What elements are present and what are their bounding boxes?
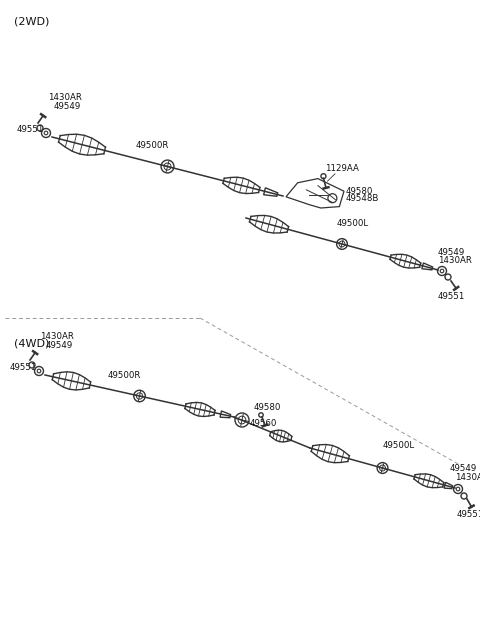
Text: 49580: 49580 <box>254 403 281 412</box>
Text: 49500R: 49500R <box>108 371 141 380</box>
Text: 49551: 49551 <box>457 510 480 519</box>
Text: 49549: 49549 <box>438 248 465 257</box>
Text: (4WD): (4WD) <box>14 338 49 348</box>
Text: (2WD): (2WD) <box>14 17 49 27</box>
Text: 49500L: 49500L <box>383 441 415 450</box>
Text: 49549: 49549 <box>54 102 81 111</box>
Text: 49551: 49551 <box>10 363 37 372</box>
Text: 1430AR: 1430AR <box>438 256 472 265</box>
Text: 49548B: 49548B <box>346 194 379 202</box>
Text: 1430AR: 1430AR <box>455 473 480 482</box>
Text: 1430AR: 1430AR <box>48 93 82 102</box>
Text: 49549: 49549 <box>450 464 477 473</box>
Text: 49551: 49551 <box>17 125 44 134</box>
Text: 49500L: 49500L <box>337 219 369 228</box>
Text: 49549: 49549 <box>46 341 73 350</box>
Text: 1430AR: 1430AR <box>40 332 74 341</box>
Text: 49580: 49580 <box>346 187 373 196</box>
Text: 49551: 49551 <box>438 292 466 301</box>
Text: 1129AA: 1129AA <box>325 164 359 173</box>
Text: 49560: 49560 <box>250 419 277 428</box>
Text: 49500R: 49500R <box>136 141 169 151</box>
